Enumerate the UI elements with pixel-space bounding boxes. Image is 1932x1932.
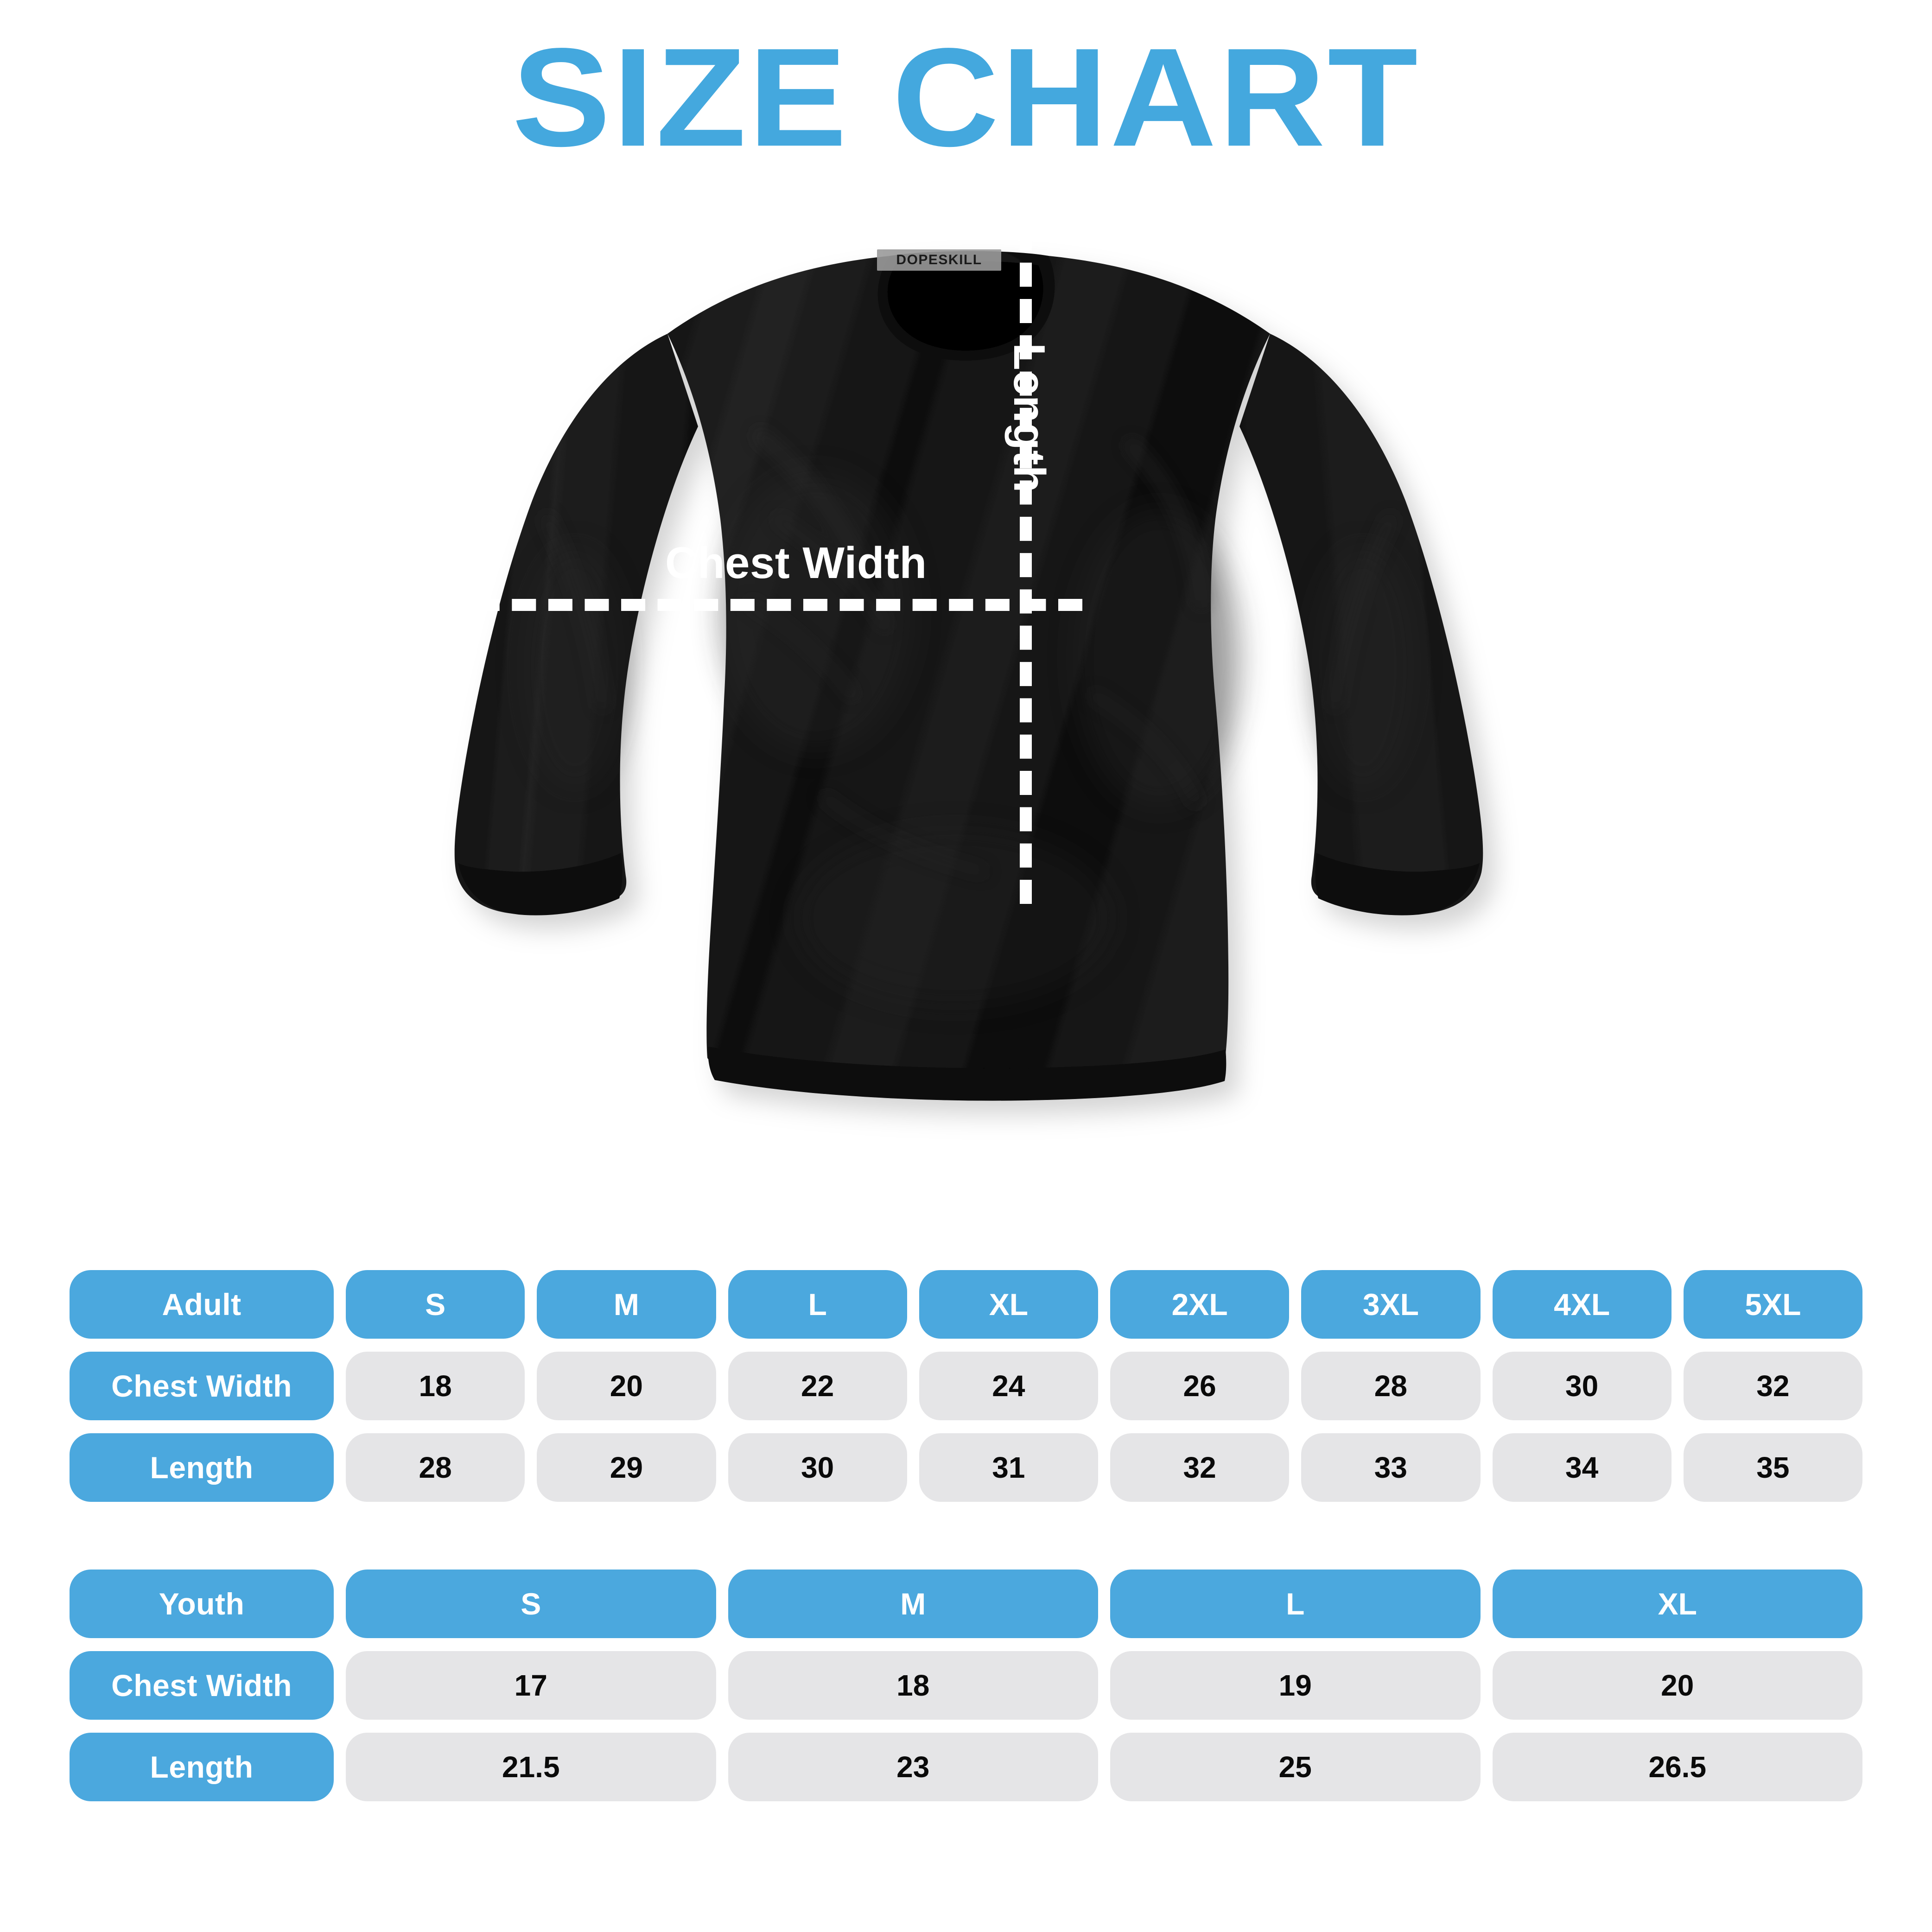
table-cell: 26 — [1110, 1352, 1290, 1420]
table-cell: 23 — [728, 1733, 1098, 1801]
adult-col-xl: XL — [919, 1270, 1098, 1339]
table-cell: 32 — [1110, 1433, 1290, 1502]
shirt-diagram: DOPESKILL Chest Width Length — [366, 190, 1530, 1233]
page-title: SIZE CHART — [512, 19, 1420, 176]
adult-length-label: Length — [70, 1433, 334, 1502]
table-cell: 31 — [919, 1433, 1098, 1502]
adult-header-row: Adult S M L XL 2XL 3XL 4XL 5XL — [70, 1270, 1862, 1339]
table-cell: 19 — [1110, 1651, 1481, 1720]
length-measure-line — [1020, 190, 1032, 904]
youth-size-table: Youth S M L XL Chest Width 17 18 19 20 L… — [70, 1570, 1862, 1801]
youth-col-m: M — [728, 1570, 1098, 1638]
adult-col-l: L — [728, 1270, 907, 1339]
table-cell: 21.5 — [346, 1733, 716, 1801]
adult-length-row: Length 28 29 30 31 32 33 34 35 — [70, 1433, 1862, 1502]
chest-width-diagram-label: Chest Width — [665, 538, 927, 588]
adult-col-s: S — [346, 1270, 525, 1339]
table-cell: 25 — [1110, 1733, 1481, 1801]
page-title-container: SIZE CHART — [0, 27, 1932, 167]
table-cell: 20 — [1492, 1651, 1862, 1720]
youth-header-row: Youth S M L XL — [70, 1570, 1862, 1638]
table-cell: 30 — [728, 1433, 907, 1502]
table-cell: 30 — [1492, 1352, 1671, 1420]
length-diagram-label: Length — [1004, 343, 1054, 493]
youth-chest-width-label: Chest Width — [70, 1651, 334, 1720]
adult-col-4xl: 4XL — [1492, 1270, 1671, 1339]
youth-table-label: Youth — [70, 1570, 334, 1638]
table-cell: 26.5 — [1492, 1733, 1862, 1801]
youth-chest-width-row: Chest Width 17 18 19 20 — [70, 1651, 1862, 1720]
table-cell: 17 — [346, 1651, 716, 1720]
table-cell: 29 — [537, 1433, 716, 1502]
table-cell: 24 — [919, 1352, 1098, 1420]
youth-col-s: S — [346, 1570, 716, 1638]
shirt-photo: DOPESKILL — [408, 195, 1530, 1233]
shirt-illustration — [454, 251, 1483, 1101]
chest-width-measure-line — [366, 599, 1082, 611]
youth-length-label: Length — [70, 1733, 334, 1801]
adult-col-5xl: 5XL — [1683, 1270, 1862, 1339]
table-cell: 22 — [728, 1352, 907, 1420]
adult-size-table: Adult S M L XL 2XL 3XL 4XL 5XL Chest Wid… — [70, 1270, 1862, 1502]
adult-col-2xl: 2XL — [1110, 1270, 1290, 1339]
table-cell: 18 — [346, 1352, 525, 1420]
table-cell: 18 — [728, 1651, 1098, 1720]
table-cell: 33 — [1301, 1433, 1481, 1502]
adult-col-3xl: 3XL — [1301, 1270, 1481, 1339]
youth-col-xl: XL — [1492, 1570, 1862, 1638]
adult-table-label: Adult — [70, 1270, 334, 1339]
neck-tag-label: DOPESKILL — [896, 252, 982, 267]
table-group-divider — [70, 1515, 1862, 1570]
adult-chest-width-label: Chest Width — [70, 1352, 334, 1420]
table-cell: 28 — [346, 1433, 525, 1502]
table-cell: 34 — [1492, 1433, 1671, 1502]
table-cell: 32 — [1683, 1352, 1862, 1420]
neck-tag: DOPESKILL — [877, 249, 1001, 271]
table-cell: 20 — [537, 1352, 716, 1420]
adult-col-m: M — [537, 1270, 716, 1339]
size-tables: Adult S M L XL 2XL 3XL 4XL 5XL Chest Wid… — [70, 1270, 1862, 1814]
table-cell: 35 — [1683, 1433, 1862, 1502]
youth-length-row: Length 21.5 23 25 26.5 — [70, 1733, 1862, 1801]
adult-chest-width-row: Chest Width 18 20 22 24 26 28 30 32 — [70, 1352, 1862, 1420]
youth-col-l: L — [1110, 1570, 1481, 1638]
table-cell: 28 — [1301, 1352, 1481, 1420]
